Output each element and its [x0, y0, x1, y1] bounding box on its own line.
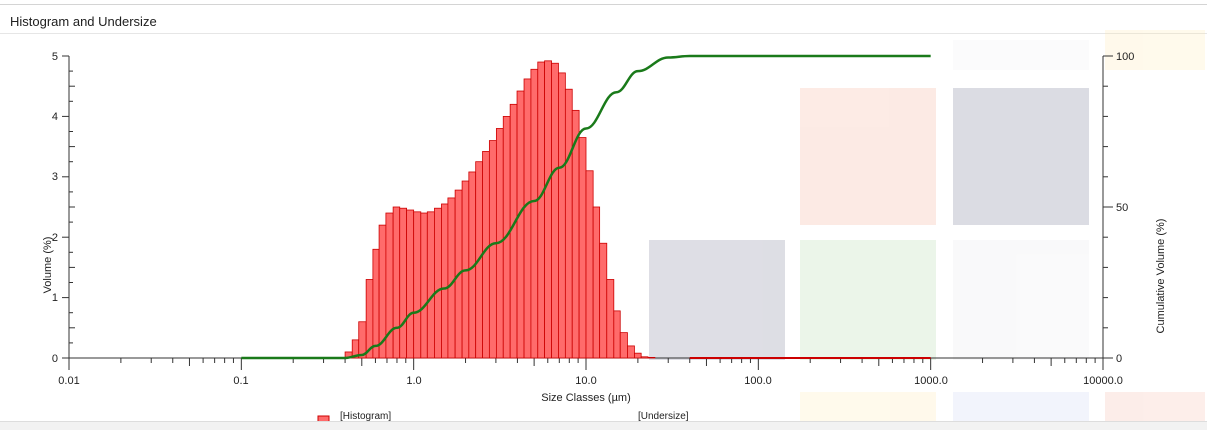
- y-tick-label: 3: [52, 171, 58, 183]
- bg-tile-light: [953, 240, 1089, 360]
- footer-bar: [0, 421, 1207, 430]
- histogram-bar: [516, 90, 525, 359]
- legend-undersize-label: [Undersize]: [638, 411, 689, 422]
- histogram-bar: [634, 352, 642, 359]
- histogram-bar: [619, 332, 628, 359]
- x-tick-label: 100.0: [744, 375, 772, 387]
- histogram-bar: [434, 207, 442, 359]
- histogram-bar: [420, 212, 428, 359]
- x-tick-label: 10.0: [575, 375, 596, 387]
- histogram-bar: [606, 279, 615, 359]
- histogram-bar: [558, 72, 566, 359]
- bg-tile-salmon: [800, 88, 936, 225]
- bg-tile-bottom-3: [1105, 392, 1205, 422]
- histogram-bar: [578, 137, 587, 359]
- y2-tick-label: 100: [1116, 51, 1134, 63]
- x-tick-label: 1.0: [406, 375, 421, 387]
- x-major-ticks: [68, 358, 1104, 370]
- histogram-bar: [640, 356, 649, 359]
- background-tiles: [649, 30, 1205, 422]
- histogram-bar: [564, 88, 573, 359]
- y2-axis-title: Cumulative Volume (%): [1155, 219, 1167, 334]
- y2-tick-label: 0: [1116, 353, 1122, 365]
- bg-tile-top-right: [953, 40, 1089, 70]
- y-ticks: [62, 55, 75, 359]
- y2-ticks: [1103, 55, 1113, 359]
- histogram-bars: [344, 60, 931, 359]
- histogram-bar: [544, 60, 552, 359]
- header-rule-top: [0, 4, 1207, 5]
- bg-tile-grey: [649, 240, 785, 360]
- histogram-bar: [399, 207, 408, 359]
- x-axis-title: Size Classes (µm): [541, 392, 630, 404]
- y-tick-label: 1: [52, 292, 58, 304]
- histogram-bar: [627, 345, 635, 359]
- panel-header: Histogram and Undersize: [0, 0, 1207, 34]
- histogram-bar: [647, 356, 656, 359]
- histogram-bar: [613, 310, 621, 359]
- bg-tile-bottom-1: [800, 392, 936, 422]
- header-rule-bottom: [0, 33, 1207, 34]
- histogram-bar: [392, 206, 401, 359]
- histogram-bar: [441, 203, 449, 359]
- y-tick-label: 0: [52, 353, 58, 365]
- x-tick-label: 1000.0: [914, 375, 948, 387]
- histogram-bar: [372, 248, 380, 359]
- histogram-bar: [523, 78, 532, 359]
- histogram-bar: [592, 206, 601, 359]
- bg-tile-green: [800, 240, 936, 360]
- x-tick-label: 0.1: [233, 375, 248, 387]
- x-tick-label: 0.01: [58, 375, 79, 387]
- bg-tile-orange: [1105, 30, 1205, 70]
- histogram-bar: [551, 62, 559, 359]
- histogram-bar: [406, 209, 415, 359]
- y-tick-label: 2: [52, 232, 58, 244]
- undersize-curve: [241, 54, 931, 360]
- histogram-bar: [530, 68, 539, 359]
- histogram-bar: [447, 197, 456, 359]
- bg-tile-slate: [953, 88, 1089, 225]
- histogram-bar: [488, 140, 497, 359]
- histogram-bar: [585, 170, 594, 359]
- legend-histogram-label: [Histogram]: [340, 411, 391, 422]
- y-tick-label: 4: [52, 111, 58, 123]
- y-axis-title: Volume (%): [42, 237, 54, 294]
- histogram-bar: [413, 211, 422, 359]
- histogram-bar: [537, 61, 545, 359]
- y-tick-label: 5: [52, 51, 58, 63]
- panel-title: Histogram and Undersize: [10, 14, 157, 29]
- bg-tile-bottom-2: [953, 392, 1089, 422]
- histogram-bar: [426, 211, 435, 359]
- y2-tick-label: 50: [1116, 202, 1128, 214]
- x-tick-label: 10000.0: [1083, 375, 1123, 387]
- histogram-bar: [599, 242, 608, 359]
